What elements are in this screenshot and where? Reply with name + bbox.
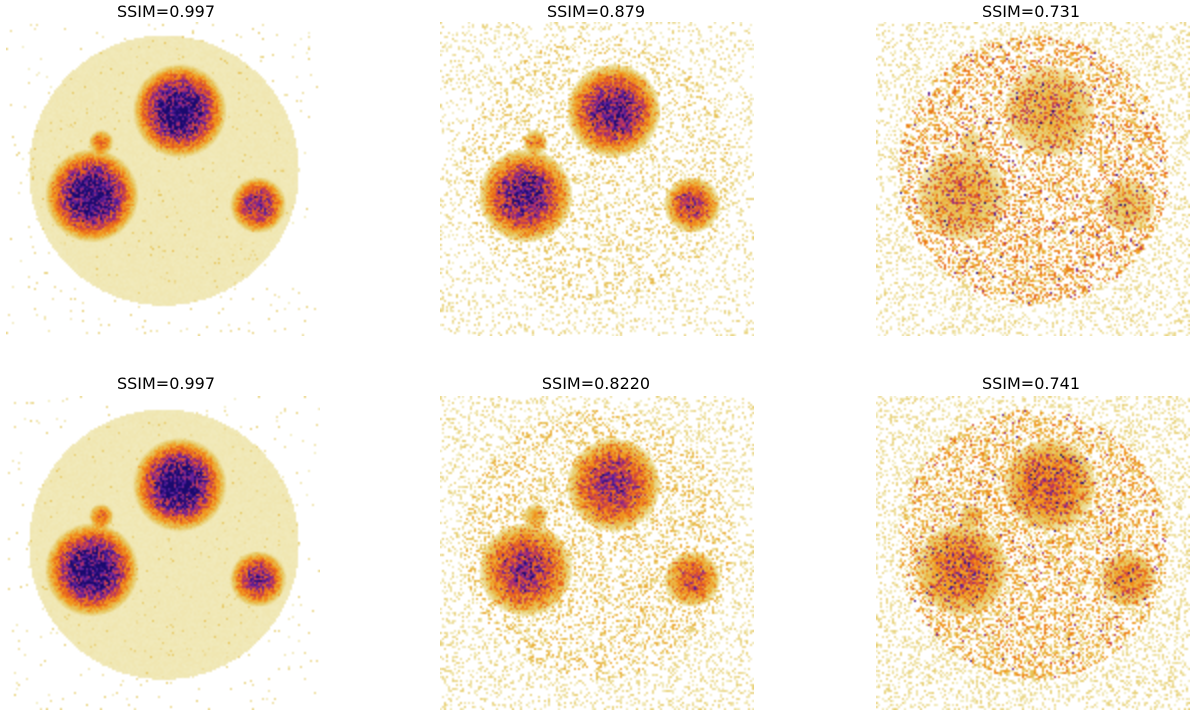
panel-title-3: SSIM=0.731 xyxy=(981,2,1081,21)
image-panel-5 xyxy=(440,396,754,710)
panel-title-6: SSIM=0.741 xyxy=(981,374,1081,393)
panel-title-1: SSIM=0.997 xyxy=(116,2,216,21)
image-panel-1 xyxy=(6,22,320,336)
image-panel-3 xyxy=(876,22,1190,336)
image-panel-6 xyxy=(876,396,1190,710)
image-panel-2 xyxy=(440,22,754,336)
image-panel-4 xyxy=(6,396,320,710)
panel-title-4: SSIM=0.997 xyxy=(116,374,216,393)
panel-title-5: SSIM=0.8220 xyxy=(541,374,651,393)
panel-title-2: SSIM=0.879 xyxy=(546,2,646,21)
